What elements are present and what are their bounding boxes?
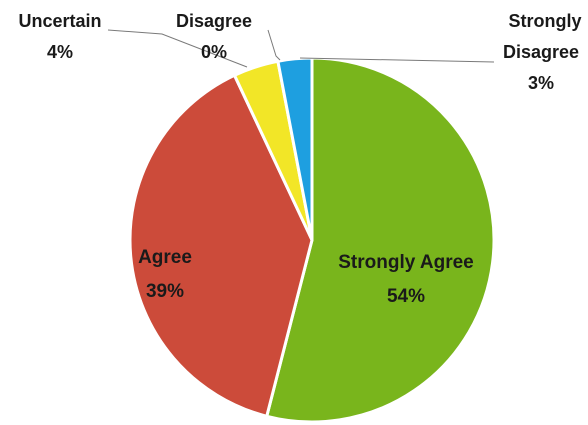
leader-line-disagree bbox=[267, 29, 281, 61]
slice-agree bbox=[128, 73, 314, 418]
slice-strongly-agree bbox=[265, 56, 496, 424]
leader-line-strongly-disagree bbox=[299, 57, 495, 63]
slice-label-line2-strongly-disagree: Disagree bbox=[503, 42, 579, 62]
slice-label-uncertain: Uncertain bbox=[18, 11, 101, 31]
pie-labels: Strongly Agree 54% Agree 39% Uncertain 4% Disa… bbox=[18, 11, 581, 307]
leader-line-uncertain bbox=[107, 29, 248, 68]
slice-label-strongly-agree: Strongly Agree bbox=[338, 252, 474, 273]
slice-label-agree: Agree bbox=[138, 247, 192, 268]
slice-value-uncertain: 4% bbox=[47, 42, 73, 62]
slice-value-disagree: 0% bbox=[201, 42, 227, 62]
slice-value-strongly-agree: 54% bbox=[387, 286, 425, 307]
slice-label-strongly-disagree: Strongly bbox=[508, 11, 581, 31]
slice-value-agree: 39% bbox=[146, 281, 184, 302]
slice-value-strongly-disagree: 3% bbox=[528, 73, 554, 93]
slice-label-disagree: Disagree bbox=[176, 11, 252, 31]
pie-slices bbox=[128, 56, 496, 424]
